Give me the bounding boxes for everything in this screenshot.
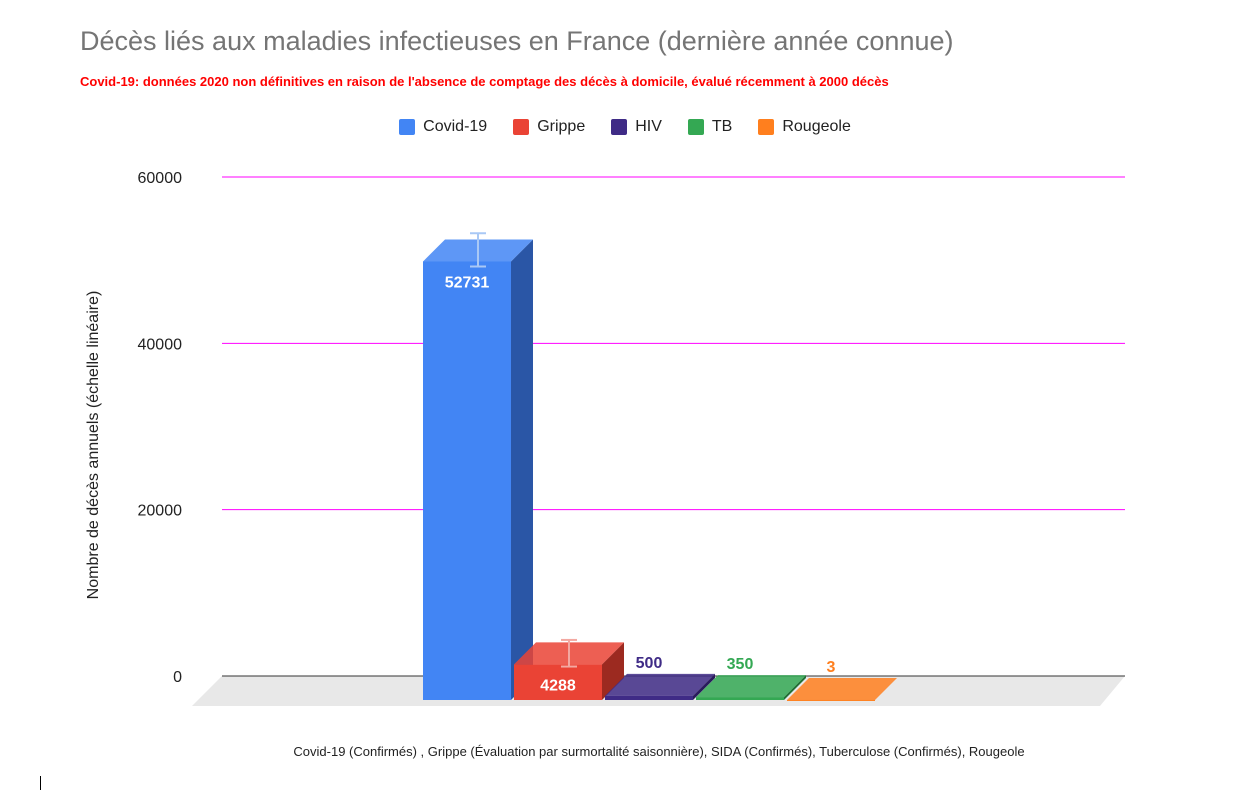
data-label-tb: 350 — [727, 656, 754, 673]
error-bar-grippe — [561, 638, 577, 668]
bar-top-hiv — [605, 673, 715, 696]
bar-rougeole[interactable] — [787, 677, 897, 701]
bar-tb[interactable] — [696, 675, 806, 700]
text-cursor — [40, 776, 41, 790]
legend-swatch-hiv — [611, 119, 628, 135]
bar-front-hiv — [605, 695, 693, 700]
legend: Covid-19 Grippe HIV TB Rougeole — [0, 118, 1250, 136]
bar-side-rougeole — [875, 677, 897, 700]
bar-front-rougeole — [787, 699, 875, 701]
y-tick-label-40000: 40000 — [138, 336, 183, 353]
data-label-rougeole: 3 — [827, 659, 836, 676]
legend-item-covid[interactable]: Covid-19 — [399, 118, 487, 136]
chart-title: Décès liés aux maladies infectieuses en … — [80, 26, 954, 56]
bar-side-tb — [784, 675, 806, 700]
legend-label-grippe: Grippe — [537, 118, 586, 135]
legend-swatch-rougeole — [758, 119, 775, 135]
bar-top-rougeole — [787, 677, 897, 700]
legend-label-covid: Covid-19 — [423, 118, 488, 135]
x-axis-label: Covid-19 (Confirmés) , Grippe (Évaluatio… — [293, 744, 1024, 759]
bar-front-covid-19 — [423, 261, 511, 700]
legend-swatch-tb — [687, 119, 704, 135]
data-labels: 52731 4288 500 350 3 — [445, 274, 836, 694]
legend-label-rougeole: Rougeole — [782, 118, 851, 135]
legend-item-hiv[interactable]: HIV — [611, 118, 662, 136]
data-label-covid-19: 52731 — [445, 274, 490, 291]
chart-subtitle: Covid-19: données 2020 non définitives e… — [80, 74, 889, 89]
legend-item-rougeole[interactable]: Rougeole — [758, 118, 851, 136]
legend-swatch-grippe — [513, 119, 530, 135]
y-tick-label-0: 0 — [173, 669, 182, 686]
bar-hiv[interactable] — [605, 673, 715, 700]
bar-front-tb — [696, 697, 784, 700]
data-label-hiv: 500 — [636, 655, 663, 672]
gridlines — [222, 176, 1125, 677]
error-bar-covid-19 — [470, 232, 486, 268]
bar-front-grippe — [514, 664, 602, 700]
bar-side-hiv — [693, 673, 715, 700]
data-label-grippe: 4288 — [540, 677, 576, 694]
bar-side-covid-19 — [511, 239, 533, 700]
legend-item-tb[interactable]: TB — [687, 118, 733, 136]
legend-swatch-covid — [399, 119, 416, 135]
legend-label-tb: TB — [711, 118, 733, 135]
y-tick-label-20000: 20000 — [138, 503, 183, 520]
y-tick-label-60000: 60000 — [138, 170, 183, 187]
bar-side-grippe — [602, 642, 624, 700]
bar-covid-19[interactable] — [423, 239, 533, 700]
y-axis-ticks: 0 20000 40000 60000 — [138, 170, 183, 686]
error-bars — [470, 232, 577, 668]
legend-label-hiv: HIV — [635, 118, 662, 135]
bars — [423, 239, 897, 701]
bar-top-tb — [696, 675, 806, 698]
y-axis-label: Nombre de décès annuels (échelle linéair… — [85, 291, 102, 600]
legend-item-grippe[interactable]: Grippe — [513, 118, 585, 136]
